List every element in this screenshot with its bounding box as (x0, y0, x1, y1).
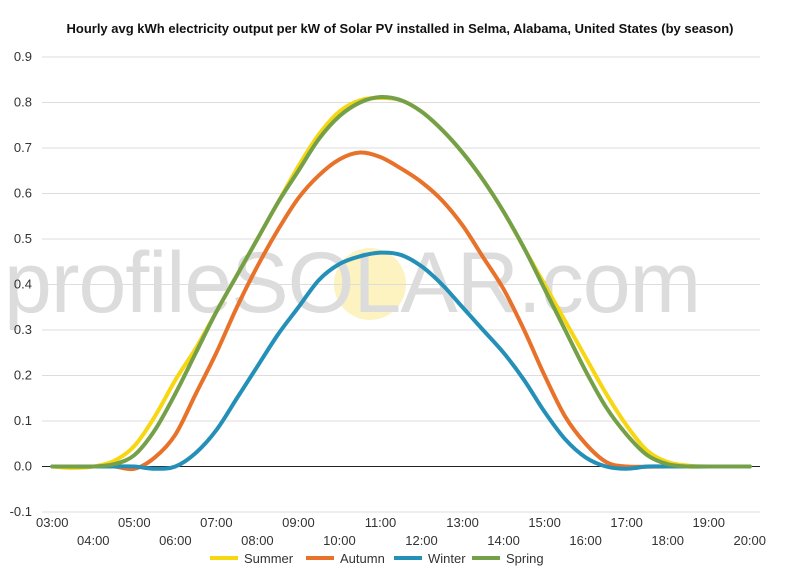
x-tick-label: 08:00 (241, 533, 274, 548)
y-tick-label: 0.0 (14, 459, 32, 474)
legend-label-winter: Winter (428, 551, 466, 566)
watermark-text-after: OLAR.com (288, 235, 701, 331)
x-tick-label: 13:00 (446, 515, 479, 530)
y-tick-label: 0.7 (14, 140, 32, 155)
y-tick-label: 0.6 (14, 186, 32, 201)
x-tick-label: 07:00 (200, 515, 233, 530)
legend: Summer Autumn Winter Spring (210, 551, 544, 566)
y-tick-label: 0.4 (14, 277, 32, 292)
x-tick-label: 16:00 (569, 533, 602, 548)
gridlines (42, 56, 760, 513)
x-tick-label: 04:00 (77, 533, 110, 548)
x-tick-label: 03:00 (36, 515, 69, 530)
x-tick-label: 06:00 (159, 533, 192, 548)
x-tick-label: 09:00 (282, 515, 315, 530)
x-tick-label: 17:00 (610, 515, 643, 530)
x-tick-label: 12:00 (405, 533, 438, 548)
y-tick-label: 0.3 (14, 322, 32, 337)
legend-label-summer: Summer (244, 551, 294, 566)
x-axis: 03:00 04:00 05:00 06:00 07:00 08:00 09:00 10:00… (36, 515, 766, 548)
x-tick-label: 10:00 (323, 533, 356, 548)
watermark-text-before: profile (4, 235, 231, 331)
y-tick-label: -0.1 (10, 504, 32, 519)
x-tick-label: 20:00 (733, 533, 766, 548)
x-tick-label: 19:00 (692, 515, 725, 530)
watermark-text: profileSOLAR.com (4, 235, 700, 331)
x-tick-label: 18:00 (651, 533, 684, 548)
chart-title: Hourly avg kWh electricity output per kW… (66, 21, 733, 36)
series-lines (50, 94, 752, 472)
watermark: profileSOLAR.com (4, 235, 701, 331)
series-line-autumn (50, 150, 752, 472)
x-tick-label: 14:00 (487, 533, 520, 548)
watermark-text-s: S (231, 235, 287, 331)
y-tick-label: 0.5 (14, 231, 32, 246)
y-tick-label: 0.1 (14, 413, 32, 428)
y-tick-label: 0.9 (14, 49, 32, 64)
x-tick-label: 05:00 (118, 515, 151, 530)
x-tick-label: 11:00 (365, 515, 397, 530)
x-tick-label: 15:00 (528, 515, 561, 530)
series-line-winter (50, 250, 752, 471)
y-axis: -0.1 0.0 0.1 0.2 0.3 0.4 0.5 0.6 0.7 0.8 0.9 (10, 49, 32, 519)
y-tick-label: 0.8 (14, 95, 32, 110)
legend-label-spring: Spring (506, 551, 544, 566)
y-tick-label: 0.2 (14, 368, 32, 383)
series-line-spring (50, 94, 752, 469)
legend-label-autumn: Autumn (340, 551, 385, 566)
